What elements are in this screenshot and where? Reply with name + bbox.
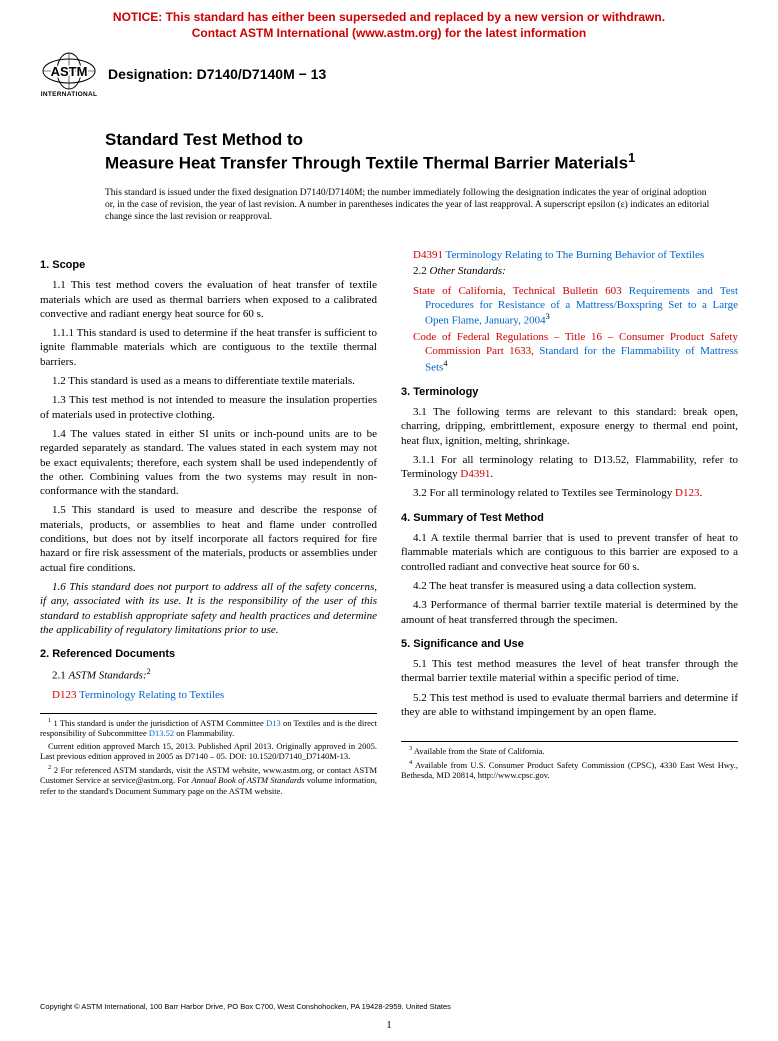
- s311c: .: [490, 468, 493, 480]
- para-1.6: 1.6 This standard does not purport to ad…: [40, 580, 377, 637]
- footnote-1: 1 1 This standard is under the jurisdict…: [40, 717, 377, 739]
- terminology-heading: 3. Terminology: [401, 385, 738, 399]
- para-4.2: 4.2 The heat transfer is measured using …: [401, 579, 738, 593]
- fn4-sup: 4: [409, 759, 412, 766]
- fn1a: 1 This standard is under the jurisdictio…: [53, 717, 266, 727]
- s2-2-num: 2.2: [413, 265, 430, 277]
- body-columns: 1. Scope 1.1 This test method covers the…: [40, 248, 738, 799]
- d4391-text[interactable]: Terminology Relating to The Burning Beha…: [443, 249, 704, 261]
- para-3.1: 3.1 The following terms are relevant to …: [401, 405, 738, 448]
- scope-heading: 1. Scope: [40, 258, 377, 272]
- notice-line1: NOTICE: This standard has either been su…: [113, 10, 665, 24]
- footnotes-right: 3 Available from the State of California…: [401, 741, 738, 781]
- para-1.4: 1.4 The values stated in either SI units…: [40, 427, 377, 498]
- referenced-heading: 2. Referenced Documents: [40, 647, 377, 661]
- other-standards-label: Other Standards:: [430, 265, 506, 277]
- d123-code[interactable]: D123: [52, 689, 76, 701]
- header-row: ASTM INTERNATIONAL Designation: D7140/D7…: [40, 49, 738, 99]
- para-3.1.1: 3.1.1 For all terminology relating to D1…: [401, 453, 738, 482]
- fn2-sup: 2: [48, 764, 51, 771]
- para-1.2: 1.2 This standard is used as a means to …: [40, 374, 377, 388]
- s32a: 3.2 For all terminology related to Texti…: [413, 487, 675, 499]
- fn2b: Annual Book of ASTM Standards: [191, 775, 304, 785]
- ref-california-tb603: State of California, Technical Bulletin …: [401, 284, 738, 329]
- para-2.1: 2.1 ASTM Standards:2: [40, 667, 377, 683]
- fn4-text: Available from U.S. Consumer Product Saf…: [401, 760, 738, 781]
- fn1b[interactable]: D13: [266, 717, 281, 727]
- footnote-1-cont: Current edition approved March 15, 2013.…: [40, 741, 377, 762]
- ref-d4391: D4391 Terminology Relating to The Burnin…: [401, 248, 738, 262]
- astm-standards-label: ASTM Standards:: [69, 670, 147, 682]
- footnotes-left: 1 1 This standard is under the jurisdict…: [40, 713, 377, 797]
- svg-text:ASTM: ASTM: [51, 64, 88, 79]
- para-1.3: 1.3 This test method is not intended to …: [40, 393, 377, 422]
- designation: Designation: D7140/D7140M − 13: [108, 66, 326, 82]
- standard-title: Standard Test Method to Measure Heat Tra…: [40, 129, 738, 174]
- copyright: Copyright © ASTM International, 100 Barr…: [40, 1002, 451, 1011]
- astm-logo: ASTM INTERNATIONAL: [40, 49, 98, 99]
- notice-line2: Contact ASTM International (www.astm.org…: [192, 26, 586, 40]
- fn3-text: Available from the State of California.: [414, 746, 545, 756]
- para-1.1: 1.1 This test method covers the evaluati…: [40, 278, 377, 321]
- significance-heading: 5. Significance and Use: [401, 637, 738, 651]
- s32c: .: [699, 487, 702, 499]
- fn3-sup: 3: [409, 745, 412, 752]
- page-number: 1: [386, 1019, 392, 1031]
- para-1.1.1: 1.1.1 This standard is used to determine…: [40, 326, 377, 369]
- d123-text[interactable]: Terminology Relating to Textiles: [76, 689, 224, 701]
- right-column: D4391 Terminology Relating to The Burnin…: [401, 248, 738, 799]
- para-4.3: 4.3 Performance of thermal barrier texti…: [401, 598, 738, 627]
- footnote-2: 2 2 For referenced ASTM standards, visit…: [40, 764, 377, 797]
- d4391-code[interactable]: D4391: [413, 249, 443, 261]
- title-sup: 1: [628, 150, 635, 165]
- notice-banner: NOTICE: This standard has either been su…: [40, 10, 738, 41]
- title-line2: Measure Heat Transfer Through Textile Th…: [105, 154, 628, 173]
- s311a: 3.1.1 For all terminology relating to D1…: [401, 454, 738, 480]
- other1-sup: 3: [546, 312, 550, 321]
- para-4.1: 4.1 A textile thermal barrier that is us…: [401, 531, 738, 574]
- left-column: 1. Scope 1.1 This test method covers the…: [40, 248, 377, 799]
- para-2.2: 2.2 Other Standards:: [401, 264, 738, 278]
- page: NOTICE: This standard has either been su…: [0, 0, 778, 1041]
- summary-heading: 4. Summary of Test Method: [401, 511, 738, 525]
- footnote-4: 4 Available from U.S. Consumer Product S…: [401, 759, 738, 781]
- footnote-3: 3 Available from the State of California…: [401, 745, 738, 756]
- fn1e: on Flammability.: [174, 728, 234, 738]
- s311b[interactable]: D4391: [460, 468, 490, 480]
- para-5.1: 5.1 This test method measures the level …: [401, 657, 738, 686]
- para-3.2: 3.2 For all terminology related to Texti…: [401, 486, 738, 500]
- fn1d[interactable]: D13.52: [149, 728, 174, 738]
- para-1.5: 1.5 This standard is used to measure and…: [40, 503, 377, 574]
- para-5.2: 5.2 This test method is used to evaluate…: [401, 691, 738, 720]
- ref-sup-2: 2: [147, 667, 151, 676]
- ref-d123: D123 Terminology Relating to Textiles: [40, 688, 377, 702]
- ref-cfr-title16: Code of Federal Regulations – Title 16 –…: [401, 330, 738, 375]
- s2-1-num: 2.1: [52, 670, 69, 682]
- other1-red[interactable]: State of California, Technical Bulletin …: [413, 285, 622, 297]
- fn1-sup: 1: [48, 717, 51, 724]
- other2-sup: 4: [443, 359, 447, 368]
- s32b[interactable]: D123: [675, 487, 699, 499]
- title-line1: Standard Test Method to: [105, 130, 303, 149]
- issuance-note: This standard is issued under the fixed …: [40, 188, 738, 224]
- logo-subtext: INTERNATIONAL: [41, 91, 98, 98]
